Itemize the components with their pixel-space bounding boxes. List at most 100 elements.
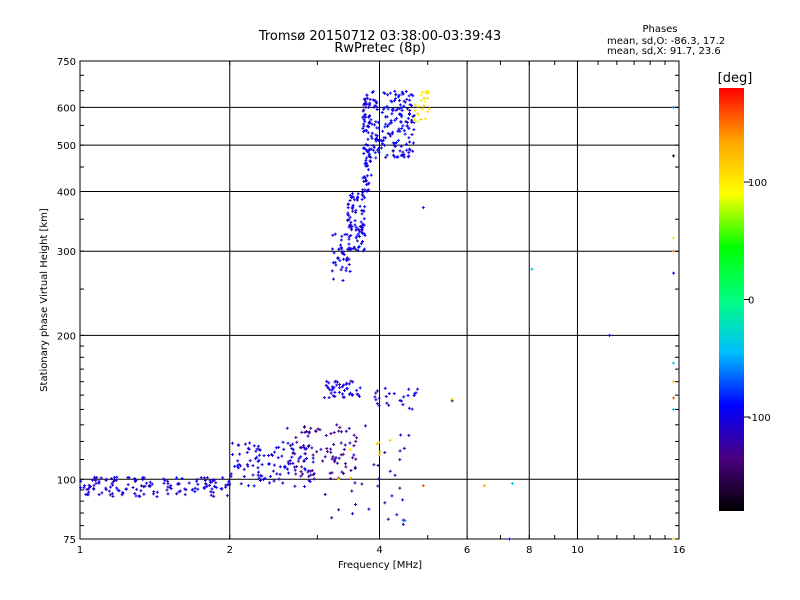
data-point [286,441,290,445]
data-point [354,225,358,229]
data-point [406,155,410,159]
data-point [408,98,412,102]
data-point [346,206,350,210]
data-point [409,92,413,96]
data-point [371,144,375,148]
data-points [79,89,676,541]
data-point [350,512,354,516]
data-point [353,481,357,485]
data-point [347,392,351,396]
data-point [330,269,334,273]
data-point [324,383,328,387]
data-point [290,455,294,459]
data-point [100,491,104,495]
data-point [373,99,377,103]
data-point [344,382,348,386]
data-point [302,444,306,448]
data-point [412,128,416,132]
data-point [212,484,216,488]
data-point [384,155,388,159]
data-point [377,396,381,400]
data-point [398,129,402,133]
data-point [342,395,346,399]
data-point [420,90,424,94]
data-point [404,120,408,124]
data-point [337,508,341,512]
data-point [347,242,351,246]
data-point [347,225,351,229]
data-point [293,484,297,488]
data-point [135,487,139,491]
data-point [291,461,295,465]
data-point [236,466,240,470]
data-point [380,110,384,114]
data-point [245,451,249,455]
data-point [142,476,146,480]
data-point [389,121,393,125]
data-point [363,233,367,237]
data-point [256,466,260,470]
data-point [365,124,369,128]
data-point [388,132,392,136]
data-point [332,443,336,447]
data-point [507,537,511,541]
data-point [426,110,430,114]
data-point [421,107,425,111]
data-point [82,486,86,490]
data-point [388,91,392,95]
data-point [421,206,425,210]
data-point [267,453,271,457]
data-point [406,393,410,397]
data-point [225,494,229,498]
data-point [373,151,377,155]
data-point [398,486,402,490]
data-point [355,392,359,396]
data-point [139,484,143,488]
data-point [260,463,264,467]
data-point [384,395,388,399]
data-point [347,257,351,261]
data-point [294,436,298,440]
data-point [330,471,334,475]
data-point [330,516,334,520]
data-point [231,453,235,457]
data-point [355,436,359,440]
data-point [334,456,338,460]
data-point [405,121,409,125]
data-point [362,124,366,128]
data-point [364,142,368,146]
data-point [248,459,252,463]
data-point [139,489,143,493]
data-point [391,153,395,157]
data-point [408,108,412,112]
data-point [219,487,223,491]
data-point [385,401,389,405]
data-point [401,403,405,407]
data-point [247,484,251,488]
data-point [257,476,261,480]
data-point [396,138,400,142]
data-point [163,478,167,482]
data-point [92,486,96,490]
data-point [354,247,358,251]
data-point [142,492,146,496]
data-point [138,494,142,498]
data-point [377,126,381,130]
data-point [248,441,252,445]
data-point [377,404,381,408]
data-point [276,456,280,460]
data-point [233,464,237,468]
data-point [363,119,367,123]
data-point [342,383,346,387]
data-point [381,142,385,146]
data-point [256,473,260,477]
y-tick-label: 200 [57,331,76,342]
data-point [412,394,416,398]
data-point [288,459,292,463]
data-point [672,361,676,365]
data-point [142,485,146,489]
data-point [341,452,345,456]
data-point [401,150,405,154]
data-point [362,118,366,122]
data-point [368,159,372,163]
